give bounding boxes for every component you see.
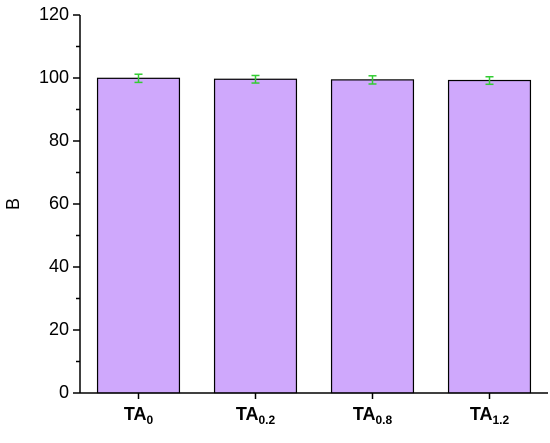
category-subscript: 1.2 [492, 413, 509, 427]
error-bar [134, 73, 143, 84]
y-tick-label: 80 [49, 130, 69, 150]
x-tick-label: TA0 [124, 404, 154, 427]
category-text: TA [353, 404, 376, 424]
error-bar [368, 75, 377, 85]
y-tick-label: 20 [49, 319, 69, 339]
category-text: TA [470, 404, 493, 424]
category-subscript: 0 [146, 413, 153, 427]
x-tick-label: TA0.2 [236, 404, 276, 427]
bar [447, 79, 532, 394]
error-bar [485, 75, 494, 86]
x-tick-label: TA1.2 [470, 404, 510, 427]
y-tick-label: 120 [39, 4, 69, 24]
y-axis-label: B [3, 198, 23, 210]
y-tick-label: 60 [49, 193, 69, 213]
y-tick-label: 100 [39, 67, 69, 87]
bar [330, 79, 415, 394]
bar [96, 77, 181, 394]
error-bar [251, 74, 260, 84]
category-subscript: 0.2 [258, 413, 275, 427]
y-tick-label: 0 [59, 382, 69, 402]
bar [213, 78, 298, 394]
category-text: TA [124, 404, 147, 424]
category-text: TA [236, 404, 259, 424]
y-tick-label: 40 [49, 256, 69, 276]
category-subscript: 0.8 [375, 413, 392, 427]
x-tick-label: TA0.8 [353, 404, 393, 427]
